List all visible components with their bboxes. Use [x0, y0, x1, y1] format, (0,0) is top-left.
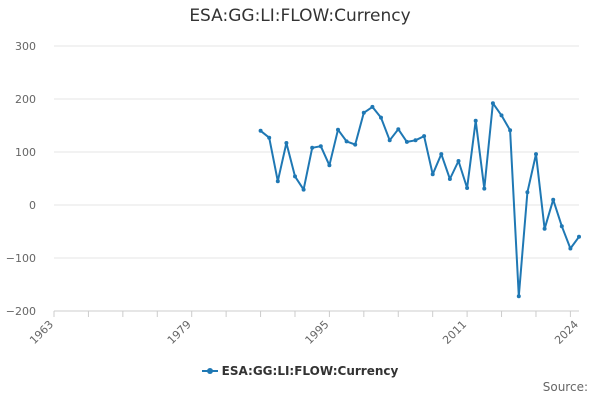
x-axis-tick-labels: 1963 1979 1995 2011 2024 — [27, 318, 581, 347]
series-layer — [258, 101, 581, 299]
x-tick-label: 2024 — [552, 318, 581, 347]
data-point[interactable] — [387, 138, 392, 143]
data-point[interactable] — [422, 134, 427, 139]
chart-title: ESA:GG:LI:FLOW:Currency — [189, 6, 411, 26]
data-point[interactable] — [370, 104, 375, 109]
series-line[interactable] — [259, 102, 580, 298]
data-point[interactable] — [258, 128, 263, 133]
y-tick-label: 200 — [15, 93, 36, 106]
data-point[interactable] — [267, 135, 272, 140]
data-point[interactable] — [336, 127, 340, 132]
data-point[interactable] — [293, 174, 297, 179]
data-point[interactable] — [559, 224, 564, 229]
data-point[interactable] — [430, 172, 435, 177]
data-point[interactable] — [577, 234, 581, 239]
data-point[interactable] — [310, 145, 315, 150]
data-point[interactable] — [534, 152, 538, 157]
data-point[interactable] — [516, 294, 521, 299]
y-axis-tick-labels: 300 200 100 0 −100 −200 — [6, 40, 36, 318]
data-point[interactable] — [439, 152, 444, 157]
y-tick-label: 100 — [15, 146, 36, 159]
data-point[interactable] — [499, 113, 504, 118]
data-point[interactable] — [413, 138, 418, 143]
data-point[interactable] — [361, 110, 366, 115]
legend-label: ESA:GG:LI:FLOW:Currency — [221, 364, 399, 378]
x-tick-label: 1995 — [303, 318, 332, 347]
legend-item[interactable]: ESA:GG:LI:FLOW:Currency — [201, 364, 399, 378]
data-point[interactable] — [456, 159, 461, 163]
data-point[interactable] — [482, 186, 487, 191]
data-point[interactable] — [404, 139, 409, 144]
y-tick-label: −200 — [6, 305, 36, 318]
axes — [53, 310, 579, 317]
data-point[interactable] — [473, 118, 478, 123]
data-point[interactable] — [508, 128, 513, 133]
source-credit[interactable]: Source: — [542, 380, 588, 394]
data-point[interactable] — [301, 187, 306, 192]
data-point[interactable] — [275, 179, 280, 184]
legend-line-marker-icon — [201, 365, 218, 377]
y-tick-label: −100 — [6, 252, 36, 265]
x-tick-label: 1979 — [165, 318, 194, 347]
data-point[interactable] — [542, 226, 547, 231]
data-point[interactable] — [551, 197, 556, 202]
y-tick-label: 0 — [29, 199, 36, 212]
data-point[interactable] — [344, 139, 349, 144]
data-point[interactable] — [465, 186, 470, 190]
data-point[interactable] — [490, 101, 495, 106]
legend[interactable]: ESA:GG:LI:FLOW:Currency — [0, 364, 600, 380]
data-point[interactable] — [568, 246, 573, 251]
y-tick-label: 300 — [15, 40, 36, 53]
data-point[interactable] — [284, 141, 289, 145]
data-point[interactable] — [525, 190, 530, 195]
x-tick-label: 1963 — [27, 318, 56, 347]
data-point[interactable] — [447, 177, 452, 181]
data-point[interactable] — [396, 127, 401, 132]
data-point[interactable] — [327, 163, 332, 168]
x-tick-label: 2011 — [440, 318, 469, 347]
data-point[interactable] — [353, 142, 358, 147]
data-point[interactable] — [379, 115, 383, 120]
grid-lines — [54, 45, 579, 312]
data-point[interactable] — [318, 144, 323, 149]
